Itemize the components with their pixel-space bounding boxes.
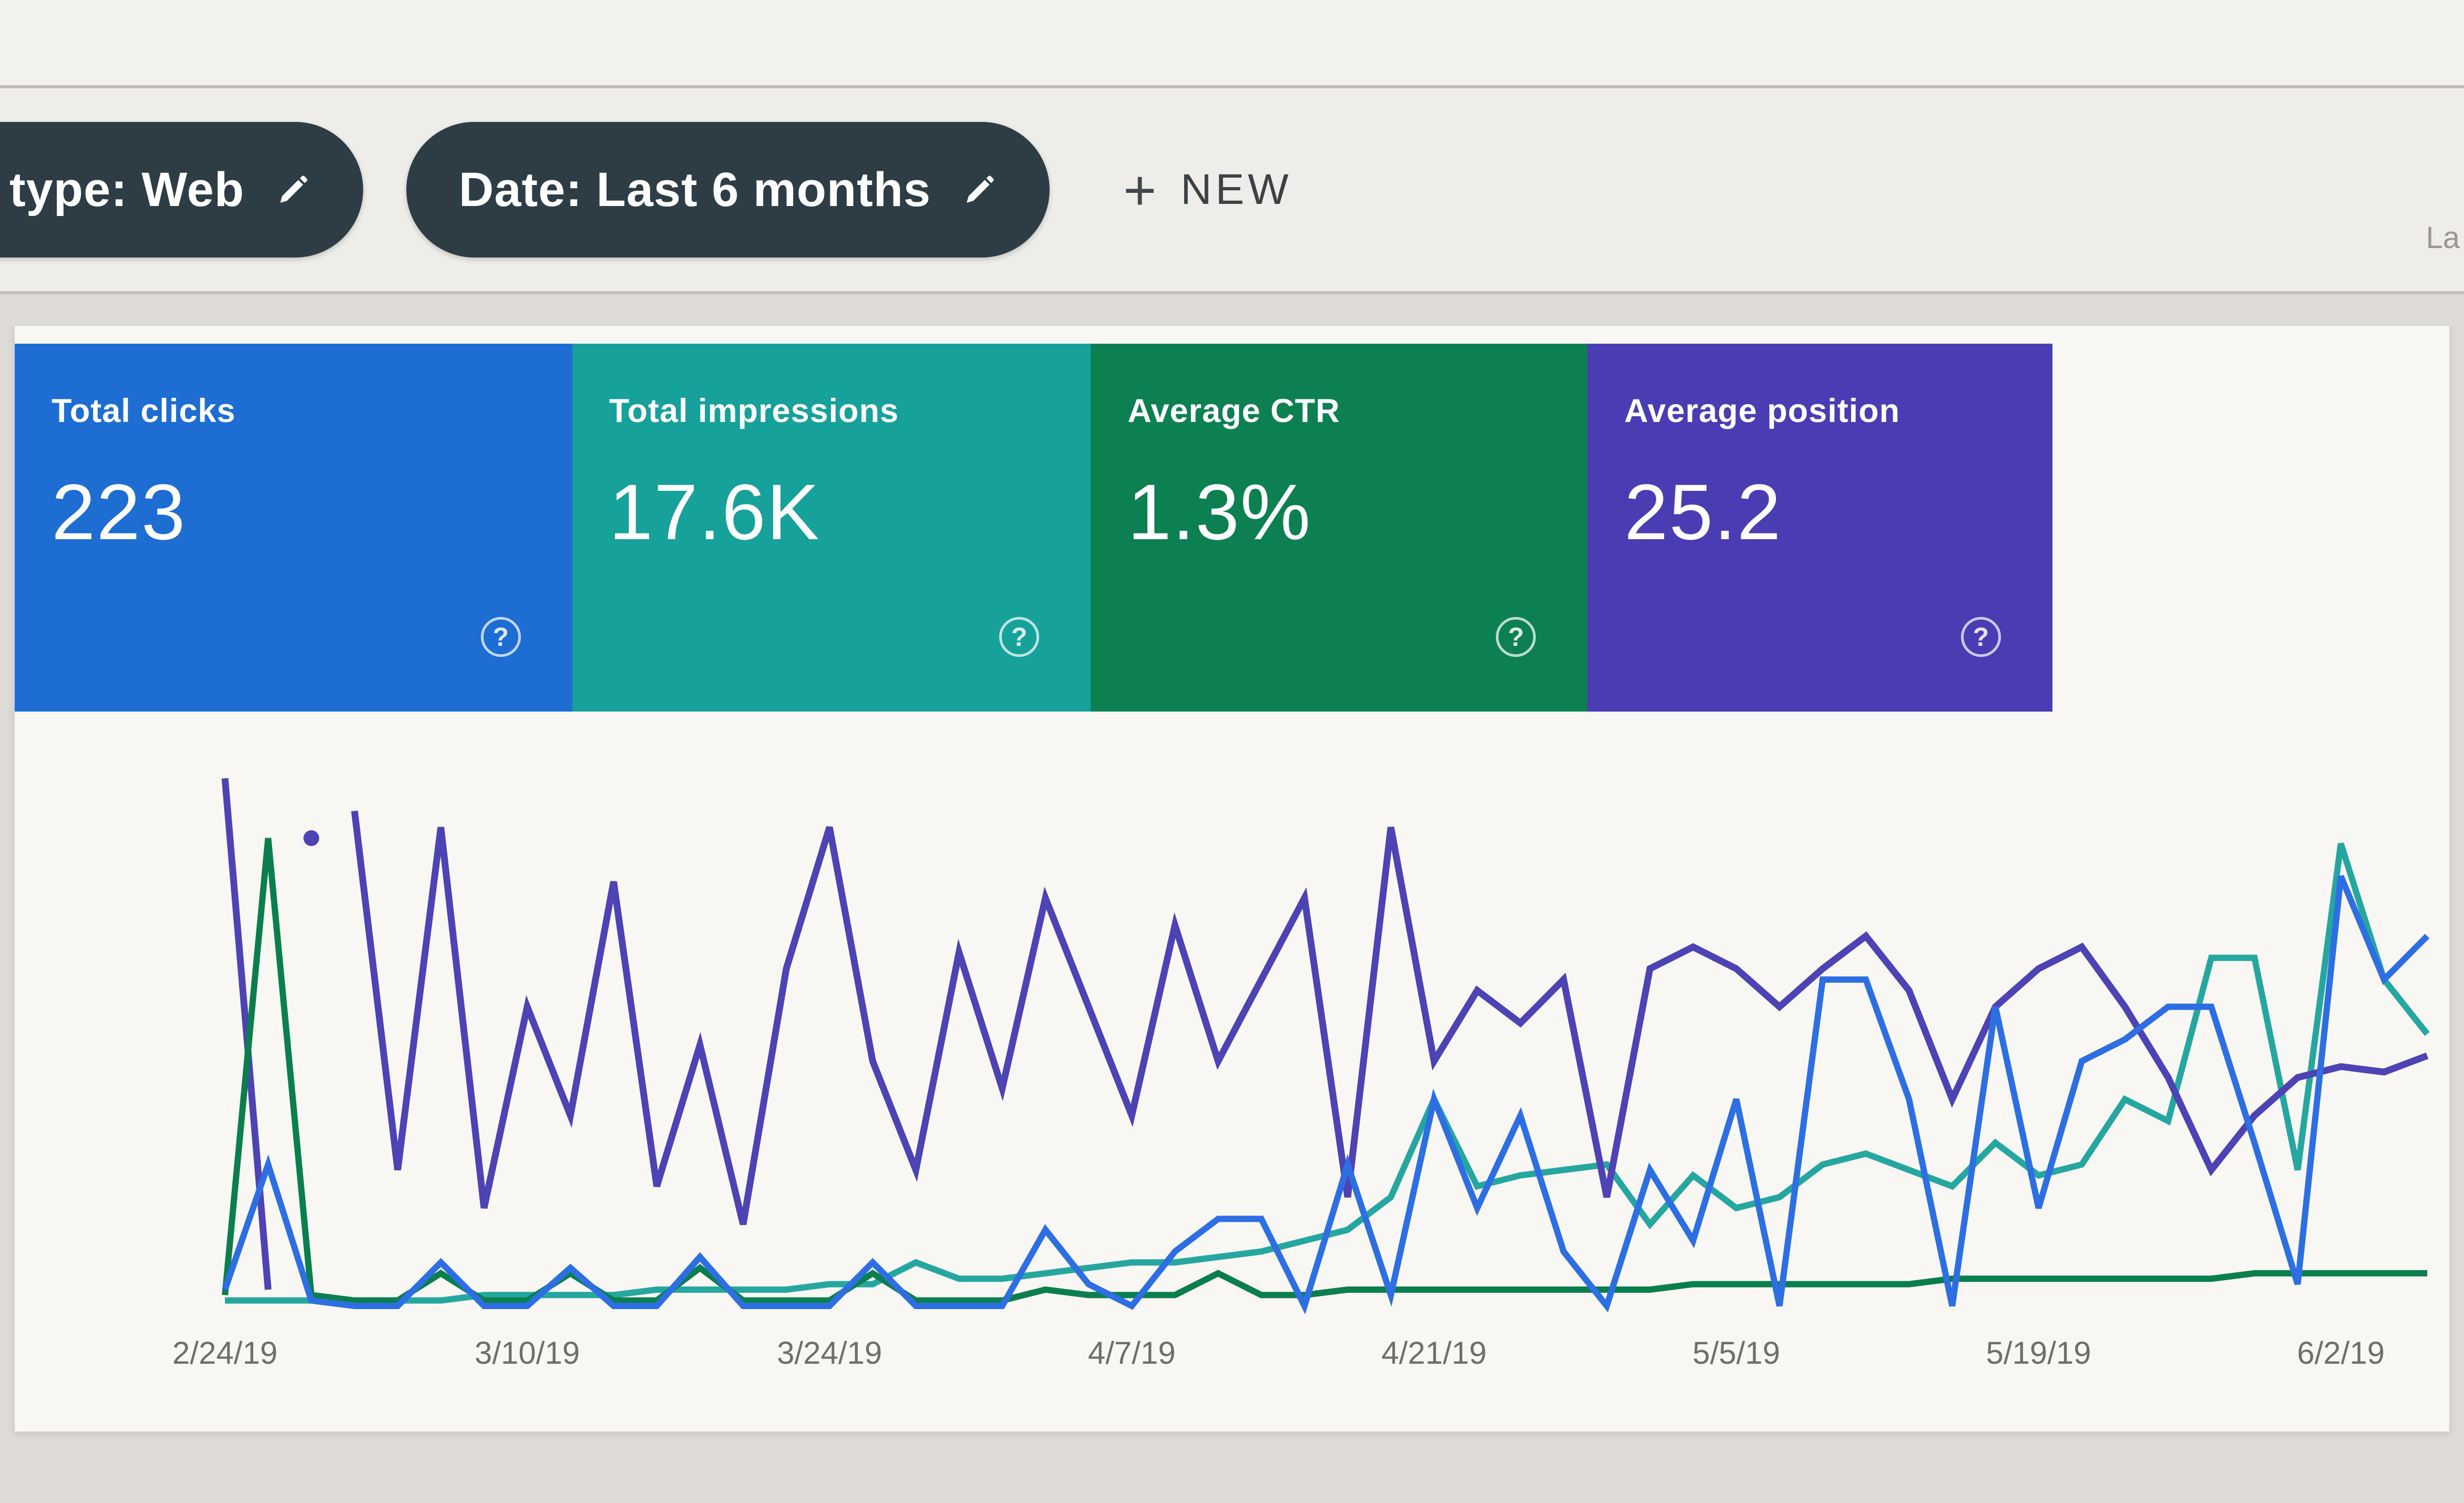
x-axis-label: 4/21/19 [1381,1335,1487,1371]
page-content: Total clicks 223 ? Total impressions 17.… [0,294,2464,1432]
plus-icon: + [1123,158,1157,222]
card-label: Total clicks [52,393,236,429]
x-axis-label: 3/10/19 [475,1335,580,1371]
x-axis-labels: 2/24/19 3/10/19 3/24/19 4/7/19 4/21/19 5/5/19… [172,1306,2427,1398]
card-average-ctr[interactable]: Average CTR 1.3% ? [1091,344,1588,712]
card-value: 17.6K [609,468,820,556]
metric-cards-row: Total clicks 223 ? Total impressions 17.… [15,326,2449,712]
card-average-position[interactable]: Average position 25.2 ? [1587,344,2052,712]
card-label: Average position [1624,393,1901,429]
card-label: Total impressions [609,393,899,429]
performance-panel: Total clicks 223 ? Total impressions 17.… [15,326,2449,1432]
card-value: 1.3% [1127,468,1312,556]
new-filter-label: NEW [1180,166,1292,213]
browser-top-strip [0,0,2464,88]
filter-chip-date[interactable]: Date: Last 6 months [406,122,1050,258]
filter-chip-search-type-label: type: Web [9,162,244,217]
card-total-clicks[interactable]: Total clicks 223 ? [15,344,572,712]
x-axis-label: 5/19/19 [1986,1335,2091,1371]
new-filter-button[interactable]: + NEW [1123,157,1292,223]
performance-line-chart[interactable] [221,762,2430,1315]
x-axis-label: 5/5/19 [1692,1335,1780,1371]
help-icon[interactable]: ? [999,617,1040,657]
card-label: Average CTR [1127,393,1340,429]
edit-pencil-icon [967,176,994,203]
help-icon[interactable]: ? [1960,617,2001,657]
edit-pencil-icon [280,176,307,203]
top-right-partial-text: La [2426,221,2460,255]
x-axis-label: 2/24/19 [172,1335,278,1371]
x-axis-label: 3/24/19 [777,1335,882,1371]
help-icon[interactable]: ? [1496,617,1536,657]
x-axis-label: 6/2/19 [2297,1335,2385,1371]
filter-chip-date-label: Date: Last 6 months [458,162,931,217]
card-value: 25.2 [1624,468,1782,556]
x-axis-label: 4/7/19 [1087,1335,1176,1371]
filter-chip-search-type[interactable]: type: Web [0,122,363,258]
card-value: 223 [52,468,187,556]
filter-toolbar: type: Web Date: Last 6 months + NEW La [0,88,2464,294]
chart-canvas [221,778,2430,1315]
help-icon[interactable]: ? [480,617,521,657]
card-total-impressions[interactable]: Total impressions 17.6K ? [572,344,1091,712]
